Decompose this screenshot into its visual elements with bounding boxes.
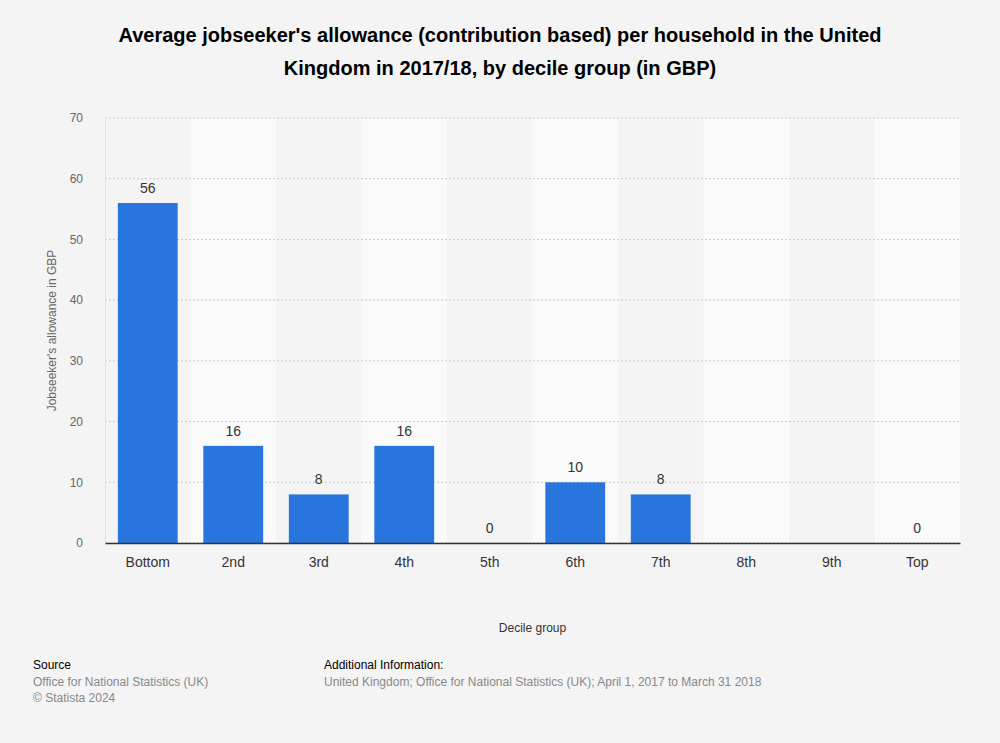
stripe [533, 118, 619, 543]
x-tick: 7th [651, 543, 670, 570]
y-tick: 60 [70, 172, 105, 186]
x-tick-label: 5th [480, 554, 499, 570]
bars [118, 203, 691, 543]
chart: 56 16 8 16 0 10 8 0 0 10 20 30 40 50 60 70 Bottom 2nd 3rd 4… [0, 0, 1000, 743]
bar [545, 482, 605, 543]
x-tick: 6th [566, 543, 585, 570]
footer-text: © Statista 2024 [33, 691, 116, 705]
stripe [875, 118, 961, 543]
bar [118, 203, 178, 543]
bar [374, 446, 434, 543]
x-tick-label: 7th [651, 554, 670, 570]
background [0, 0, 1000, 743]
y-tick-label: 70 [70, 111, 84, 125]
grid-line [105, 360, 960, 361]
grid-line [105, 178, 960, 179]
y-tick: 50 [70, 233, 105, 247]
data-label: 0 [913, 520, 921, 536]
footer-text: United Kingdom; Office for National Stat… [324, 675, 762, 689]
data-label: 8 [315, 471, 323, 487]
y-tick: 70 [70, 111, 105, 125]
y-tick-label: 40 [70, 293, 84, 307]
data-label: 0 [486, 520, 494, 536]
bar [631, 494, 691, 543]
data-label: 16 [225, 423, 241, 439]
y-tick-label: 10 [70, 476, 84, 490]
grid-line [105, 118, 960, 119]
y-tick: 0 [76, 536, 105, 550]
x-axis-title: Decile group [499, 621, 567, 635]
y-tick: 10 [70, 476, 105, 490]
y-tick-label: 60 [70, 172, 84, 186]
grid-line [105, 300, 960, 301]
x-tick-label: 2nd [222, 554, 245, 570]
grid [105, 118, 960, 543]
y-tick-label: 0 [76, 536, 83, 550]
x-tick-label: 3rd [309, 554, 329, 570]
title: Average jobseeker's allowance (contribut… [118, 24, 881, 79]
x-tick-label: 8th [737, 554, 756, 570]
x-tick-label: 9th [822, 554, 841, 570]
footer: Source Office for National Statistics (UK… [33, 658, 762, 705]
data-label: 56 [140, 180, 156, 196]
x-axis-line [106, 543, 961, 545]
x-tick: 9th [822, 543, 841, 570]
x-tick: 3rd [309, 543, 329, 570]
x-tick: 5th [480, 543, 499, 570]
bar [203, 446, 263, 543]
y-tick-label: 50 [70, 233, 84, 247]
y-tick-label: 20 [70, 415, 84, 429]
x-tick-label: Bottom [126, 554, 170, 570]
data-label: 10 [567, 459, 583, 475]
stripes [191, 118, 961, 543]
grid-line [105, 239, 960, 240]
stripe [362, 118, 448, 543]
y-tick: 30 [70, 354, 105, 368]
y-tick: 40 [70, 293, 105, 307]
data-labels: 56 16 8 16 0 10 8 0 [140, 180, 921, 536]
x-tick-label: Top [906, 554, 929, 570]
bar [289, 494, 349, 543]
data-label: 16 [396, 423, 412, 439]
x-tick-label: 4th [395, 554, 414, 570]
footer-text: Office for National Statistics (UK) [33, 675, 208, 689]
y-axis-line [105, 119, 106, 544]
y-axis: 0 10 20 30 40 50 60 70 [70, 111, 106, 550]
stripe [704, 118, 790, 543]
x-tick: 4th [395, 543, 414, 570]
y-axis-title: Jobseeker's allowance in GBP [45, 250, 59, 412]
stripe [191, 118, 277, 543]
footer-text: Additional Information: [324, 658, 443, 672]
x-tick: Top [906, 543, 929, 570]
x-axis: Bottom 2nd 3rd 4th 5th 6th 7th 8th 9th Top [106, 543, 961, 570]
y-tick-label: 30 [70, 354, 84, 368]
x-tick: 8th [737, 543, 756, 570]
x-tick-label: 6th [566, 554, 585, 570]
footer-text: Source [33, 658, 71, 672]
x-tick: 2nd [222, 543, 245, 570]
x-tick: Bottom [126, 543, 170, 570]
data-label: 8 [657, 471, 665, 487]
y-tick: 20 [70, 415, 105, 429]
